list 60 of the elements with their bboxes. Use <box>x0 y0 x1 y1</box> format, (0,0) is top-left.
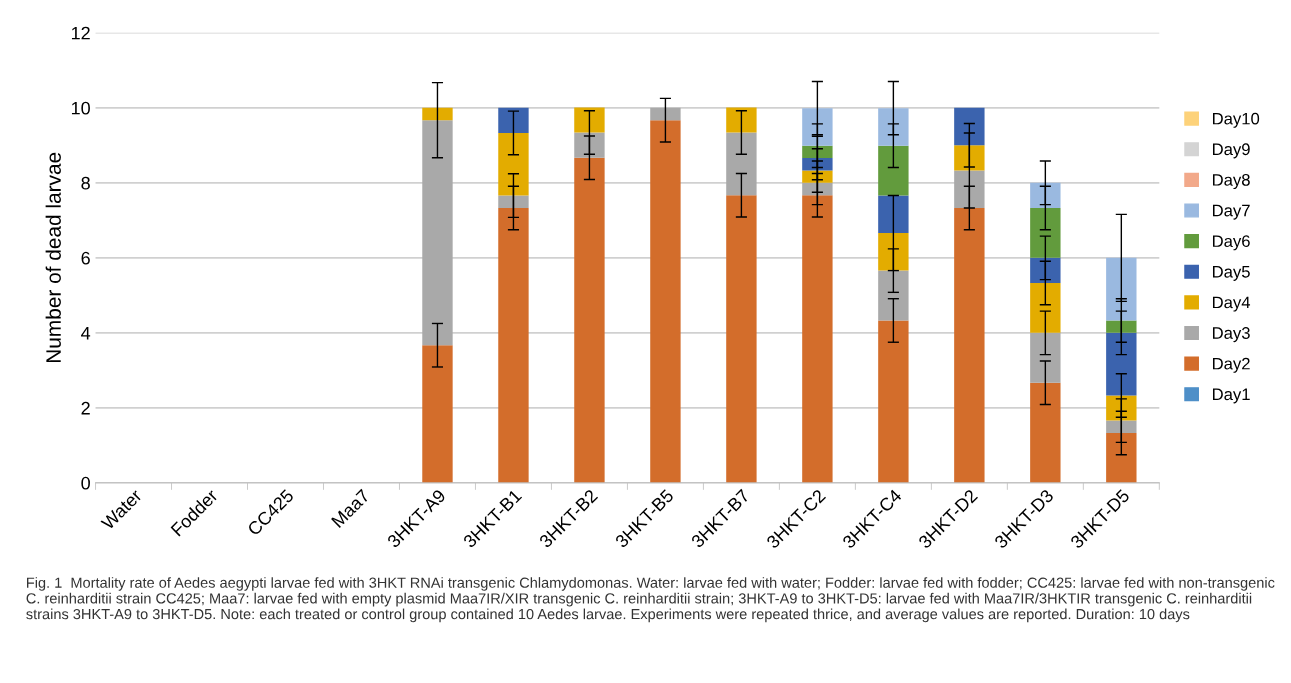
bar <box>1106 433 1137 483</box>
caption: Fig. 1 Mortality rate of Aedes aegypti larvae fed with 3HKT RNAi transgenic Chlamydomonas. Water: larvae fed with water; Fodder: larvae fed with fodder; CC425: larvae fed with non-transgenic C. reinharditii strain CC425; Maa7: larvae fed with empty plasmid Maa7IR/XIR transgenic C. reinharditii strain; 3HKT-A9 to 3HKT-D5: larvae fed with Maa7IR/3HKTIR transgenic C. reinharditii strains 3HKT-A9 to 3HKT-D5. Note: each treated or control group contained 10 Aedes larvae. Experiments were repeated thrice, and average values are reported. Duration: 10 days <box>26 577 1275 623</box>
bar <box>1106 395 1137 421</box>
bar <box>878 145 909 196</box>
bar <box>954 170 985 208</box>
legend-label: Day2 <box>1212 357 1250 373</box>
bar <box>878 233 909 271</box>
bar <box>802 108 833 146</box>
legend-label: Day5 <box>1212 266 1250 281</box>
bar <box>1030 282 1061 333</box>
legend-label: Day3 <box>1212 327 1250 343</box>
bar <box>878 320 909 483</box>
bar <box>878 195 909 234</box>
bar <box>1030 207 1061 258</box>
bar <box>1106 420 1137 433</box>
bar <box>878 270 909 321</box>
bar <box>650 107 681 121</box>
y-axis-title: Number of dead larvae <box>45 152 61 363</box>
y-tick-label: 0 <box>81 476 90 490</box>
bar <box>802 145 833 159</box>
y-tick-label: 10 <box>71 101 90 115</box>
bar <box>574 107 605 133</box>
legend-label: Day6 <box>1212 235 1250 251</box>
bar <box>1030 182 1061 208</box>
bar <box>802 182 833 196</box>
bar <box>498 132 529 196</box>
bar <box>498 107 529 133</box>
bar <box>1030 332 1061 383</box>
y-tick-label: 2 <box>81 401 90 415</box>
bar <box>954 145 985 171</box>
bar <box>1030 382 1061 483</box>
bar <box>802 195 833 483</box>
bar <box>1106 257 1137 321</box>
bar <box>422 345 453 483</box>
legend-label: Day10 <box>1212 112 1260 128</box>
bar <box>574 157 605 483</box>
bar <box>954 107 985 146</box>
bar <box>1106 320 1137 333</box>
legend-label: Day9 <box>1212 143 1250 159</box>
y-tick-label: 4 <box>81 326 91 340</box>
bar <box>498 195 529 208</box>
y-tick-label: 8 <box>81 176 90 190</box>
bar <box>650 120 681 483</box>
bar <box>726 195 757 483</box>
bar <box>1106 332 1137 396</box>
legend-label: Day1 <box>1212 388 1250 404</box>
bar <box>726 107 757 133</box>
y-tick-label: 6 <box>81 251 90 265</box>
y-tick-label: 12 <box>71 26 90 40</box>
bar <box>422 107 453 121</box>
legend-label: Day8 <box>1212 173 1250 190</box>
bar <box>1030 257 1061 283</box>
bar <box>726 132 757 196</box>
bar <box>498 207 529 483</box>
bar <box>878 108 909 146</box>
legend-label: Day7 <box>1212 204 1250 220</box>
bar <box>574 132 605 158</box>
legend-label: Day4 <box>1212 296 1251 312</box>
bar <box>954 207 985 483</box>
bar <box>422 120 453 346</box>
